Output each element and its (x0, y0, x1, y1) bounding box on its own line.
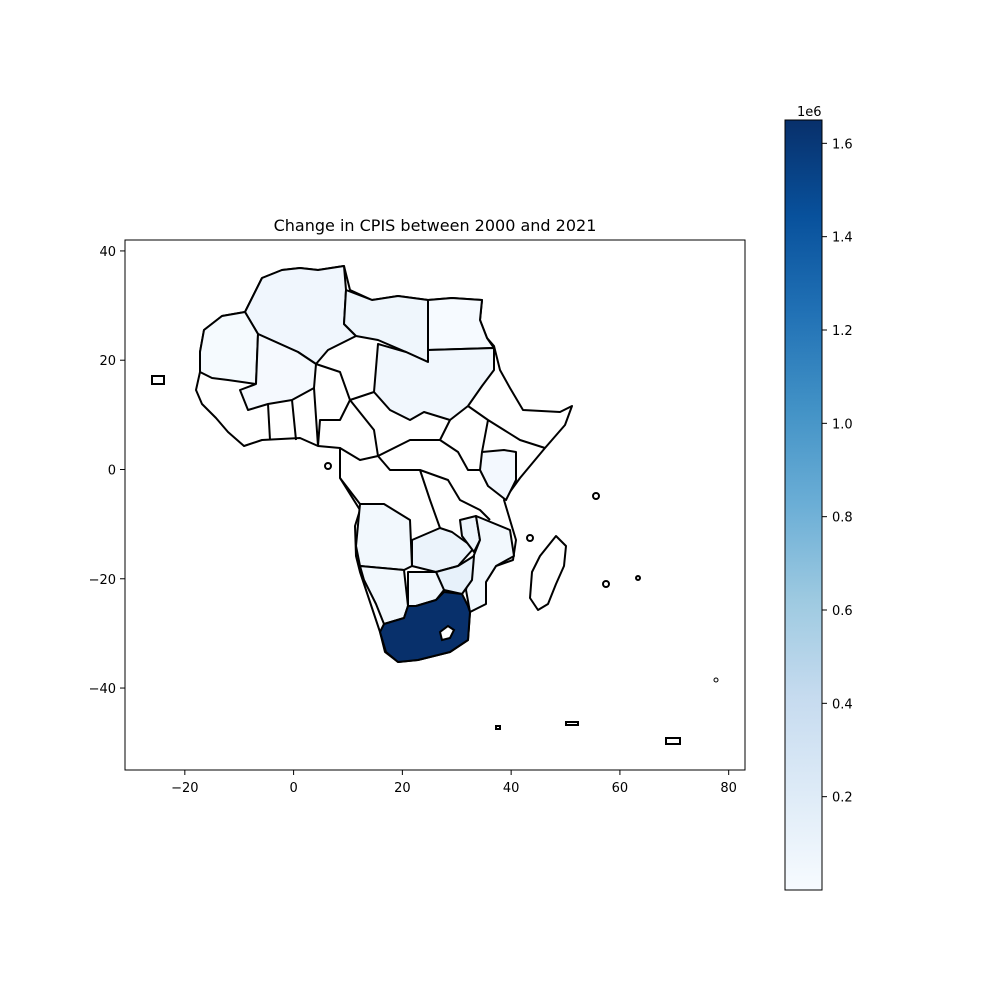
internal-borders (267, 363, 546, 529)
region-mali (239, 333, 317, 411)
island-mauritius (602, 580, 610, 588)
region-mozambique (465, 515, 515, 613)
island-rodrigues (635, 575, 641, 581)
colorbar-tick-label: 1.0 (832, 417, 853, 432)
x-tick-label: −20 (171, 781, 198, 796)
island-crozet (565, 721, 579, 726)
colorbar-tick-label: 1.2 (832, 324, 853, 339)
region-zambia (411, 527, 475, 573)
island-kerguelen (665, 737, 681, 745)
island-seychelles (592, 492, 600, 500)
island-st-paul (713, 677, 719, 683)
colorbar (784, 119, 823, 891)
region-sudan (373, 343, 495, 421)
colorbar-tick-label: 1.6 (832, 137, 853, 152)
africa-map (151, 265, 719, 745)
island-sao-tome (324, 462, 332, 470)
island-cape-verde (151, 375, 165, 385)
colorbar-tick-label: 0.8 (832, 511, 853, 526)
island-prince-edward (495, 725, 501, 730)
colorbar-offset-label: 1e6 (797, 105, 822, 120)
x-tick-label: 40 (503, 781, 520, 796)
lesotho-enclave (438, 624, 456, 642)
y-tick-label: −20 (89, 573, 116, 588)
chart-title: Change in CPIS between 2000 and 2021 (274, 216, 597, 235)
y-tick-label: 40 (99, 245, 116, 260)
x-tick-label: 0 (289, 781, 297, 796)
colorbar-axis: 0.2 0.4 0.6 0.8 1.0 1.2 1.4 1.6 (822, 137, 853, 806)
region-angola (355, 503, 413, 571)
colorbar-tick-label: 0.4 (832, 697, 853, 712)
y-tick-label: 20 (99, 354, 116, 369)
x-tick-label: 20 (394, 781, 411, 796)
colorbar-tick-label: 0.2 (832, 791, 853, 806)
y-tick-label: −40 (89, 682, 116, 697)
island-comoros (526, 534, 534, 542)
x-axis: −20 0 20 40 60 80 (171, 770, 737, 796)
region-kenya (479, 449, 517, 501)
colorbar-tick-label: 1.4 (832, 231, 853, 246)
region-south-africa (379, 591, 471, 663)
colorbar-tick-label: 0.6 (832, 604, 853, 619)
region-mauritania (199, 311, 259, 385)
x-tick-label: 60 (612, 781, 629, 796)
x-tick-label: 80 (720, 781, 737, 796)
region-madagascar (529, 535, 567, 611)
y-axis: 40 20 0 −20 −40 (89, 245, 125, 697)
y-tick-label: 0 (108, 463, 116, 478)
